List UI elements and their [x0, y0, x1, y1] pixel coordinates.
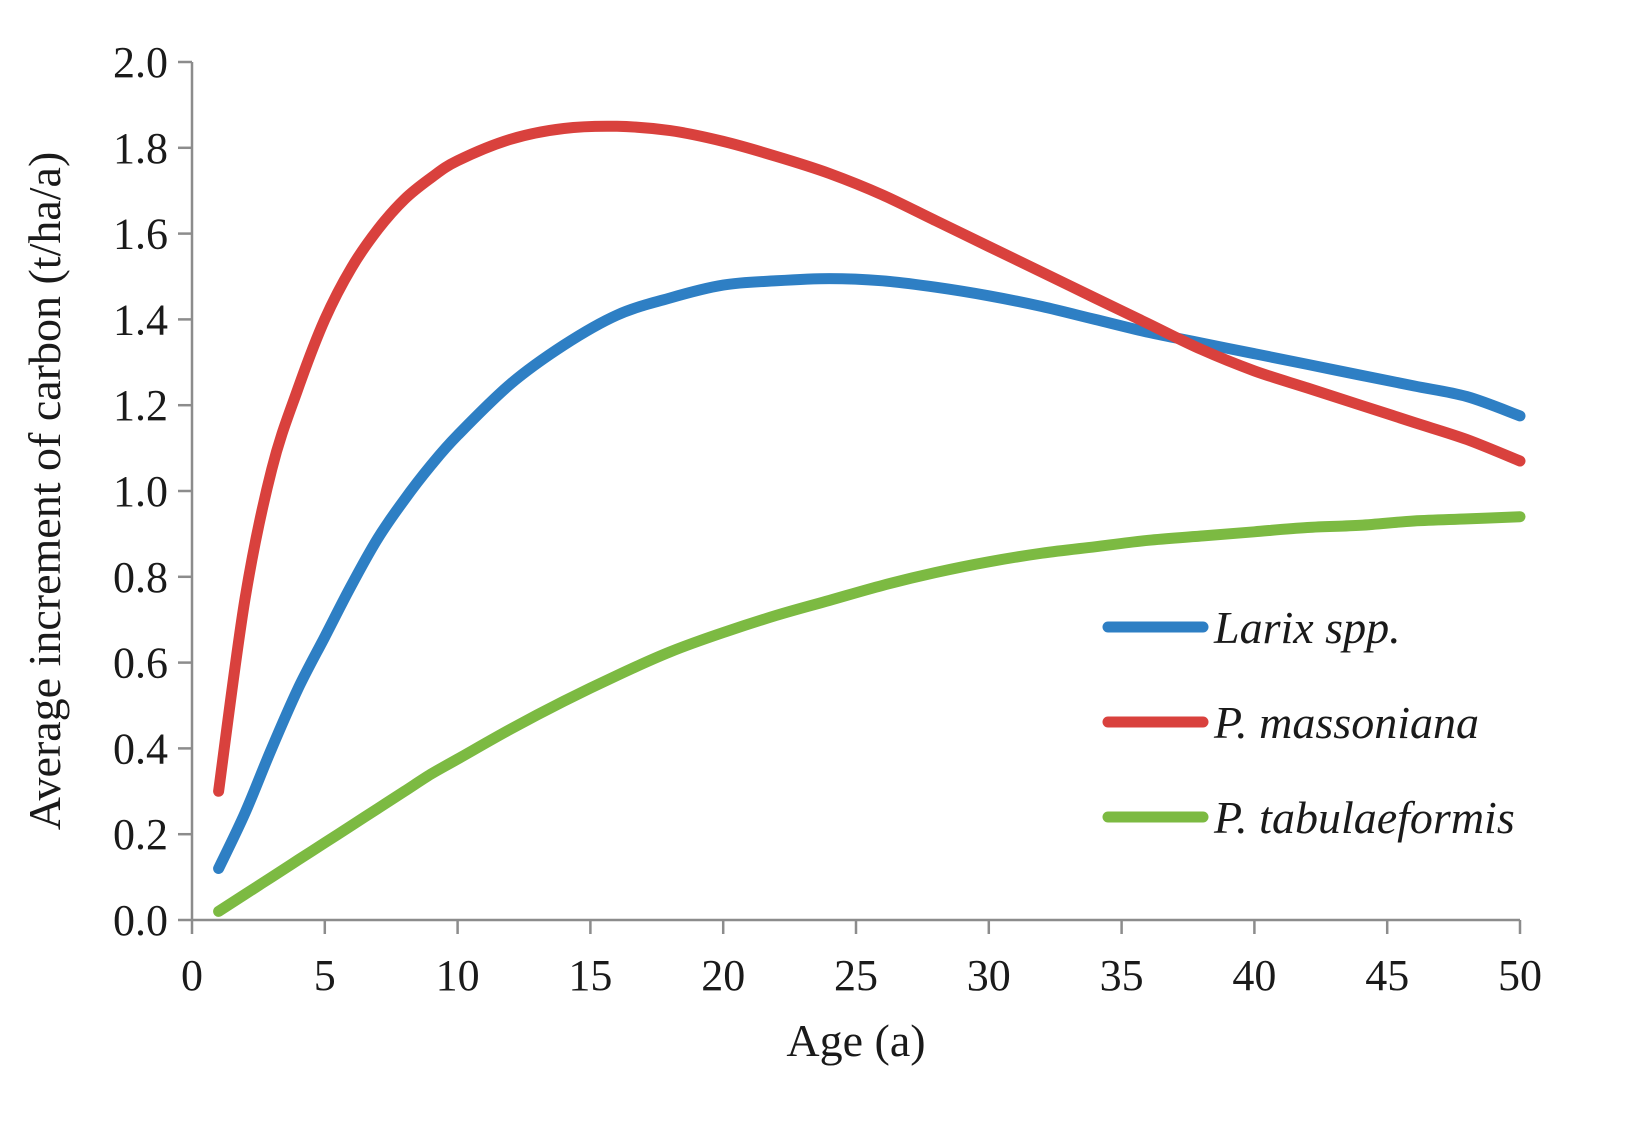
x-tick-label: 25: [834, 951, 878, 1000]
x-tick-label: 20: [701, 951, 745, 1000]
x-tick-label: 45: [1365, 951, 1409, 1000]
y-tick-label: 2.0: [113, 38, 168, 87]
y-tick-label: 1.8: [113, 124, 168, 173]
x-tick-label: 5: [314, 951, 336, 1000]
x-axis-title: Age (a): [786, 1015, 925, 1066]
series-lines: [213, 120, 1526, 917]
x-tick-label: 40: [1232, 951, 1276, 1000]
y-tick-label: 1.6: [113, 210, 168, 259]
series-line-1: [213, 120, 1526, 797]
y-tick-label: 0.6: [113, 639, 168, 688]
y-axis-title: Average increment of carbon (t/ha/a): [19, 152, 70, 831]
legend-label: Larix spp.: [1213, 602, 1401, 653]
x-tick-label: 15: [568, 951, 612, 1000]
y-tick-label: 1.2: [113, 381, 168, 430]
y-tick-label: 0.0: [113, 896, 168, 945]
x-tick-label: 50: [1498, 951, 1542, 1000]
y-tick-label: 0.8: [113, 553, 168, 602]
series-line-2: [213, 511, 1526, 917]
y-tick-label: 1.0: [113, 467, 168, 516]
x-tick-label: 10: [436, 951, 480, 1000]
x-tick-label: 35: [1100, 951, 1144, 1000]
y-tick-label: 0.2: [113, 810, 168, 859]
legend-label: P. massoniana: [1213, 697, 1479, 748]
y-tick-label: 1.4: [113, 295, 168, 344]
x-tick-label: 30: [967, 951, 1011, 1000]
series-line-0: [213, 273, 1526, 874]
x-axis-ticks: 0 5 10 15 20 25 30 35 40 45 50: [181, 920, 1542, 1000]
y-tick-label: 0.4: [113, 724, 168, 773]
legend: Larix spp. P. massoniana P. tabulaeformis: [1102, 602, 1515, 843]
x-tick-label: 0: [181, 951, 203, 1000]
y-axis-ticks: 0.0 0.2 0.4 0.6 0.8 1.0 1.2 1.4 1.6 1.8 2.0: [113, 38, 192, 945]
legend-label: P. tabulaeformis: [1213, 792, 1515, 843]
